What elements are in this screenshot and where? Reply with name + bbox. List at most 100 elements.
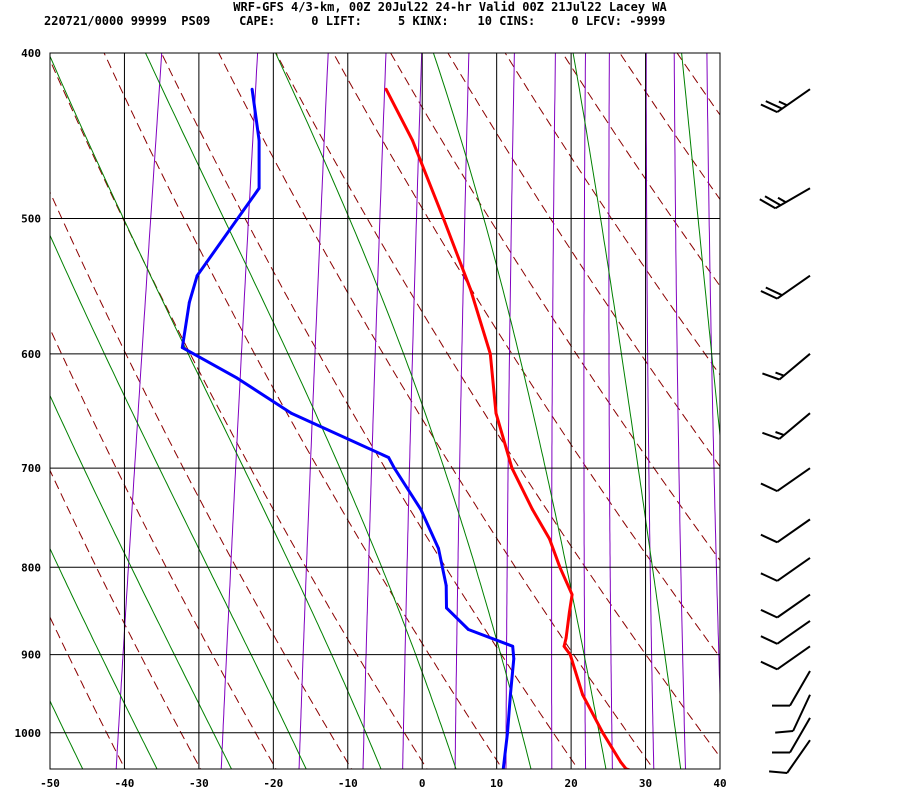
dry-adiabat-line: [721, 34, 900, 776]
temperature-point: [488, 352, 492, 356]
pressure-tick-label: 600: [21, 348, 41, 361]
temperature-point: [510, 466, 514, 470]
wind-barb-shaft: [774, 187, 811, 210]
wind-barb-shaft: [792, 694, 811, 732]
mixing-ratio-line: [115, 53, 163, 769]
temperature-point: [570, 593, 574, 596]
wind-barb-shaft: [776, 467, 811, 492]
dewpoint-point: [437, 547, 440, 550]
moist-adiabat-line: [50, 394, 233, 769]
dry-adiabat-line: [390, 53, 720, 562]
pressure-tick-label: 500: [21, 213, 41, 226]
dewpoint-point: [387, 456, 390, 459]
temperature-point: [494, 411, 498, 415]
wind-barb-shaft: [776, 557, 811, 582]
wind-barb-shaft: [776, 645, 811, 671]
wind-barb-shaft: [776, 88, 811, 113]
pressure-tick-label: 1000: [15, 727, 42, 740]
dewpoint-point: [512, 657, 516, 661]
mixing-ratio-line: [298, 53, 329, 769]
wind-barb-half-flag: [777, 196, 787, 204]
dry-adiabat-line: [160, 53, 579, 769]
chart-title: WRF-GFS 4/3-km, 00Z 20Jul22 24-hr Valid …: [233, 0, 667, 14]
moist-adiabat-line: [572, 53, 682, 769]
wind-barb: [762, 412, 811, 440]
dewpoint-point: [467, 628, 470, 631]
temperature-point: [564, 636, 568, 640]
wind-barb-flag: [760, 533, 778, 544]
temperature-point: [469, 287, 472, 291]
temperature-tick-label: 30: [639, 777, 652, 790]
temperature-point: [601, 731, 605, 735]
wind-barb-flag: [765, 100, 783, 110]
wind-barb-flag: [765, 286, 783, 297]
dewpoint-point: [187, 301, 191, 304]
wind-barb-shaft: [778, 412, 811, 440]
wind-barb: [760, 88, 811, 114]
wind-barb: [760, 645, 811, 671]
dry-adiabat-line: [332, 53, 720, 659]
wind-barb-shaft: [776, 620, 811, 645]
plot-frame: [49, 52, 721, 770]
mixing-ratio-line: [583, 53, 587, 769]
sounding-stats: 220721/0000 99999 PS09 CAPE: 0 LIFT: 5 K…: [44, 14, 666, 28]
temperature-point: [411, 139, 414, 142]
wind-barb-flag: [760, 482, 778, 493]
wind-barb-flag: [760, 660, 778, 671]
temperature-tick-label: -40: [115, 777, 135, 790]
wind-barb-flag: [759, 198, 776, 210]
wind-barb: [769, 739, 811, 774]
dewpoint-point: [195, 274, 199, 277]
temperature-point: [568, 610, 571, 614]
dewpoint-point: [444, 584, 448, 587]
temperature-tick-label: 40: [713, 777, 726, 790]
temperature-tick-label: -10: [338, 777, 358, 790]
wind-barb-shaft: [789, 670, 811, 707]
temperature-profile-line: [384, 88, 633, 769]
wind-barb-shaft: [776, 518, 811, 544]
dewpoint-point: [180, 346, 184, 349]
wind-barb-shaft: [776, 274, 811, 300]
dewpoint-point: [235, 376, 239, 380]
wind-barb-shaft: [776, 593, 811, 619]
temperature-tick-label: -20: [263, 777, 283, 790]
temperature-point: [384, 87, 388, 91]
moist-adiabat-line: [50, 547, 158, 769]
temperature-point: [558, 565, 562, 569]
dewpoint-point: [509, 693, 512, 697]
moist-adiabat-line: [50, 234, 307, 769]
wind-barb-flag: [760, 290, 778, 300]
wind-barb: [760, 274, 811, 300]
temperature-tick-label: 20: [564, 777, 577, 790]
moist-adiabat-line: [144, 53, 457, 769]
dewpoint-point: [393, 466, 396, 470]
wind-barb: [760, 620, 811, 645]
temperature-point: [442, 217, 445, 221]
moist-adiabat-line: [681, 53, 720, 441]
temperature-tick-label: 10: [490, 777, 503, 790]
moist-adiabat-line: [275, 53, 532, 769]
dewpoint-point: [289, 411, 293, 415]
wind-barb: [760, 593, 811, 619]
dry-adiabat-line: [778, 34, 900, 776]
wind-barb-flag: [760, 572, 778, 582]
wind-barb-shaft: [789, 717, 811, 753]
temperature-point: [619, 760, 622, 764]
mixing-ratio-line: [673, 53, 687, 769]
dewpoint-point: [502, 770, 505, 773]
wind-barb: [760, 557, 811, 582]
mixing-ratio-line: [454, 53, 470, 769]
dewpoint-point: [419, 508, 423, 511]
wind-barb-flag: [769, 770, 788, 774]
wind-barb-flag: [762, 372, 780, 381]
dewpoint-point: [257, 139, 261, 142]
wind-barb-flag: [760, 103, 778, 114]
dry-adiabat-line: [835, 34, 900, 776]
temperature-tick-label: 0: [419, 777, 426, 790]
dry-adiabat-line: [50, 327, 277, 769]
wind-barb-flag: [764, 195, 782, 207]
temperature-tick-label: -50: [40, 777, 60, 790]
dry-adiabat-line: [218, 53, 655, 769]
temperature-point: [548, 537, 551, 541]
